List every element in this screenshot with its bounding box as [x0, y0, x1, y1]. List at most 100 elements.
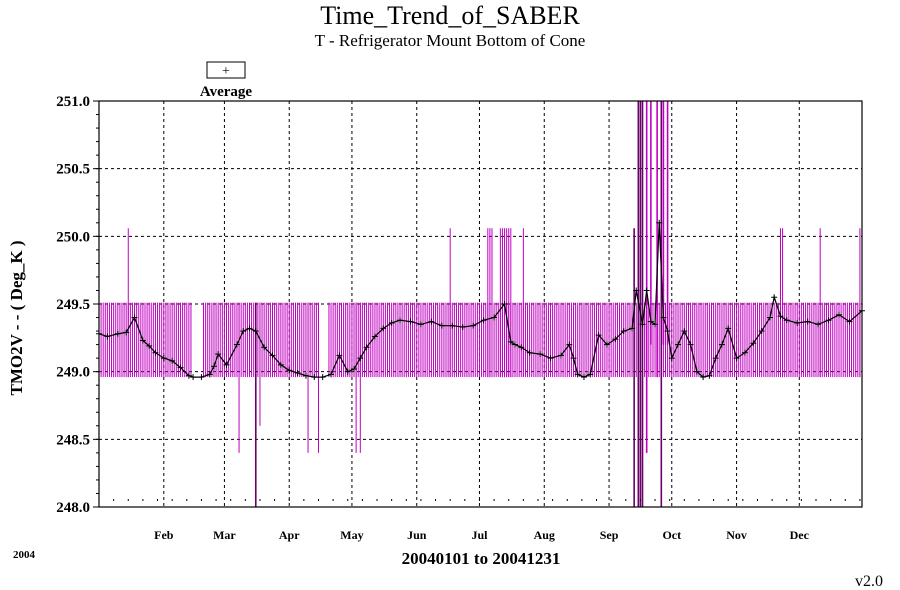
x-tick-label: Aug: [534, 528, 555, 542]
y-tick-label: 249.5: [56, 297, 90, 313]
average-point: [629, 325, 636, 332]
average-point: [233, 341, 240, 348]
average-point: [252, 328, 259, 335]
x-tick-label: Mar: [213, 528, 236, 542]
average-point: [206, 371, 213, 378]
average-point: [223, 361, 230, 368]
average-point: [643, 287, 650, 294]
average-point: [152, 349, 159, 356]
average-point: [380, 325, 387, 332]
average-point: [846, 318, 853, 325]
average-point: [169, 357, 176, 364]
average-point: [198, 374, 205, 381]
average-point: [336, 352, 343, 359]
year-label: 2004: [13, 549, 36, 561]
x-tick-label: Dec: [790, 528, 810, 542]
x-axis-label: 20040101 to 20041231: [402, 549, 561, 568]
average-point: [537, 351, 544, 358]
average-point: [319, 374, 326, 381]
average-point: [750, 340, 757, 347]
range-series: [98, 302, 863, 378]
average-point: [311, 374, 318, 381]
plot-frame: [93, 100, 863, 508]
x-tick-label: Jul: [471, 528, 488, 542]
average-point: [526, 349, 533, 356]
average-point: [580, 374, 587, 381]
average-point: [123, 329, 130, 336]
average-point: [139, 337, 146, 344]
average-point: [131, 314, 138, 321]
average-point: [261, 344, 268, 351]
average-point: [771, 294, 778, 301]
average-point: [633, 287, 640, 294]
average-point: [470, 322, 477, 329]
average-point: [825, 317, 832, 324]
x-tick-label: Sep: [600, 528, 619, 542]
y-tick-label: 248.5: [56, 432, 90, 448]
y-tick-label: 248.0: [56, 500, 90, 516]
average-point: [557, 352, 564, 359]
average-point: [507, 338, 514, 345]
average-series: [96, 219, 865, 381]
average-point: [215, 351, 222, 358]
average-point: [388, 319, 395, 326]
average-point: [587, 371, 594, 378]
average-point: [574, 371, 581, 378]
average-point: [664, 328, 671, 335]
average-point: [725, 325, 732, 332]
x-tick-label: Feb: [154, 528, 174, 542]
average-point: [733, 355, 740, 362]
average-point: [511, 341, 518, 348]
average-point: [491, 314, 498, 321]
average-point: [647, 318, 654, 325]
average-point: [687, 341, 694, 348]
average-point: [620, 328, 627, 335]
average-point: [681, 328, 688, 335]
average-point: [656, 219, 663, 226]
average-point: [700, 374, 707, 381]
average-point: [185, 372, 192, 379]
average-point: [815, 321, 822, 328]
average-point: [407, 318, 414, 325]
average-point: [146, 342, 153, 349]
average-point: [328, 371, 335, 378]
average-point: [518, 344, 525, 351]
average-point: [639, 321, 646, 328]
y-tick-label: 251.0: [56, 94, 90, 110]
y-tick-label: 250.0: [56, 229, 90, 245]
x-tick-label: Oct: [662, 528, 681, 542]
average-point: [566, 341, 573, 348]
chart-subtitle: T - Refrigerator Mount Bottom of Cone: [315, 31, 586, 50]
average-point: [240, 328, 247, 335]
average-point: [675, 341, 682, 348]
average-point: [210, 363, 217, 370]
average-point: [417, 321, 424, 328]
average-point: [438, 322, 445, 329]
average-line: [98, 222, 863, 378]
average-point: [804, 318, 811, 325]
average-point: [501, 301, 508, 307]
average-point: [302, 372, 309, 379]
average-point: [344, 368, 351, 375]
x-tick-labels: Feb Mar Apr May Jun Jul Aug Sep Oct Nov Dec: [154, 528, 809, 542]
average-point: [449, 322, 456, 329]
average-point: [277, 361, 284, 368]
x-tick-label: Jun: [407, 528, 427, 542]
average-point: [706, 372, 713, 379]
average-point: [652, 321, 659, 328]
legend-box: [206, 61, 246, 79]
average-point: [794, 319, 801, 326]
x-tick-label: Nov: [726, 528, 747, 542]
y-axis-label: TMO2V - - ( Deg_K ): [7, 240, 26, 395]
average-point: [160, 355, 167, 362]
average-point: [767, 314, 774, 321]
average-point: [177, 364, 184, 371]
y-tick-label: 250.5: [56, 162, 90, 178]
legend-symbol: +: [222, 64, 230, 79]
y-tick-label: 249.0: [56, 365, 90, 381]
average-point: [595, 332, 602, 339]
legend: + Average: [200, 61, 252, 100]
average-point: [668, 355, 675, 362]
chart-title: Time_Trend_of_SABER: [320, 1, 580, 30]
